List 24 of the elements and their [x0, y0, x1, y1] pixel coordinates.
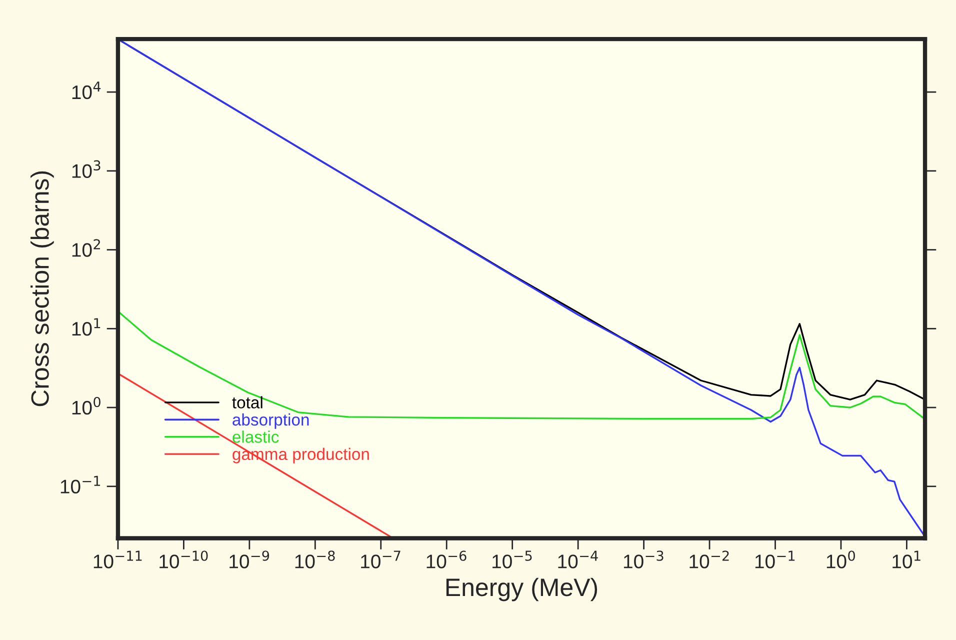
x-tick-label: 10$^{−10}$: [160, 550, 208, 568]
x-tick-label: 10$^{−4}$: [558, 550, 598, 568]
x-tick-label: 10$^{−5}$: [492, 550, 532, 568]
y-axis-title: Cross section (barns): [30, 171, 54, 406]
y-tick-label: 10$^{−1}$: [60, 476, 100, 494]
x-tick-label: 10$^{−11}$: [94, 550, 142, 568]
x-tick-label: 10$^{−8}$: [295, 550, 335, 568]
x-tick-label: 10$^{−9}$: [230, 550, 270, 568]
y-tick-label: 10$^{3}$: [72, 160, 100, 178]
legend-label: elastic: [232, 430, 279, 443]
y-tick-label: 10$^{2}$: [72, 239, 100, 257]
y-tick-label: 10$^{0}$: [72, 396, 100, 415]
x-tick-label: 10$^{−6}$: [426, 550, 466, 568]
x-tick-label: 10$^{−2}$: [690, 550, 729, 568]
x-tick-label: 10$^{−7}$: [361, 550, 400, 568]
x-tick-label: 10$^{1}$: [892, 550, 920, 568]
y-tick-label: 10$^{1}$: [72, 318, 100, 336]
x-tick-label: 10$^{0}$: [826, 550, 855, 568]
legend-label: total: [232, 396, 262, 408]
x-axis-title: Energy (MeV): [446, 578, 598, 602]
x-tick-label: 10$^{−1}$: [755, 550, 795, 568]
legend-label: absorption: [232, 413, 309, 429]
y-tick-label: 10$^{4}$: [72, 82, 101, 100]
x-tick-label: 10$^{−3}$: [624, 550, 664, 568]
